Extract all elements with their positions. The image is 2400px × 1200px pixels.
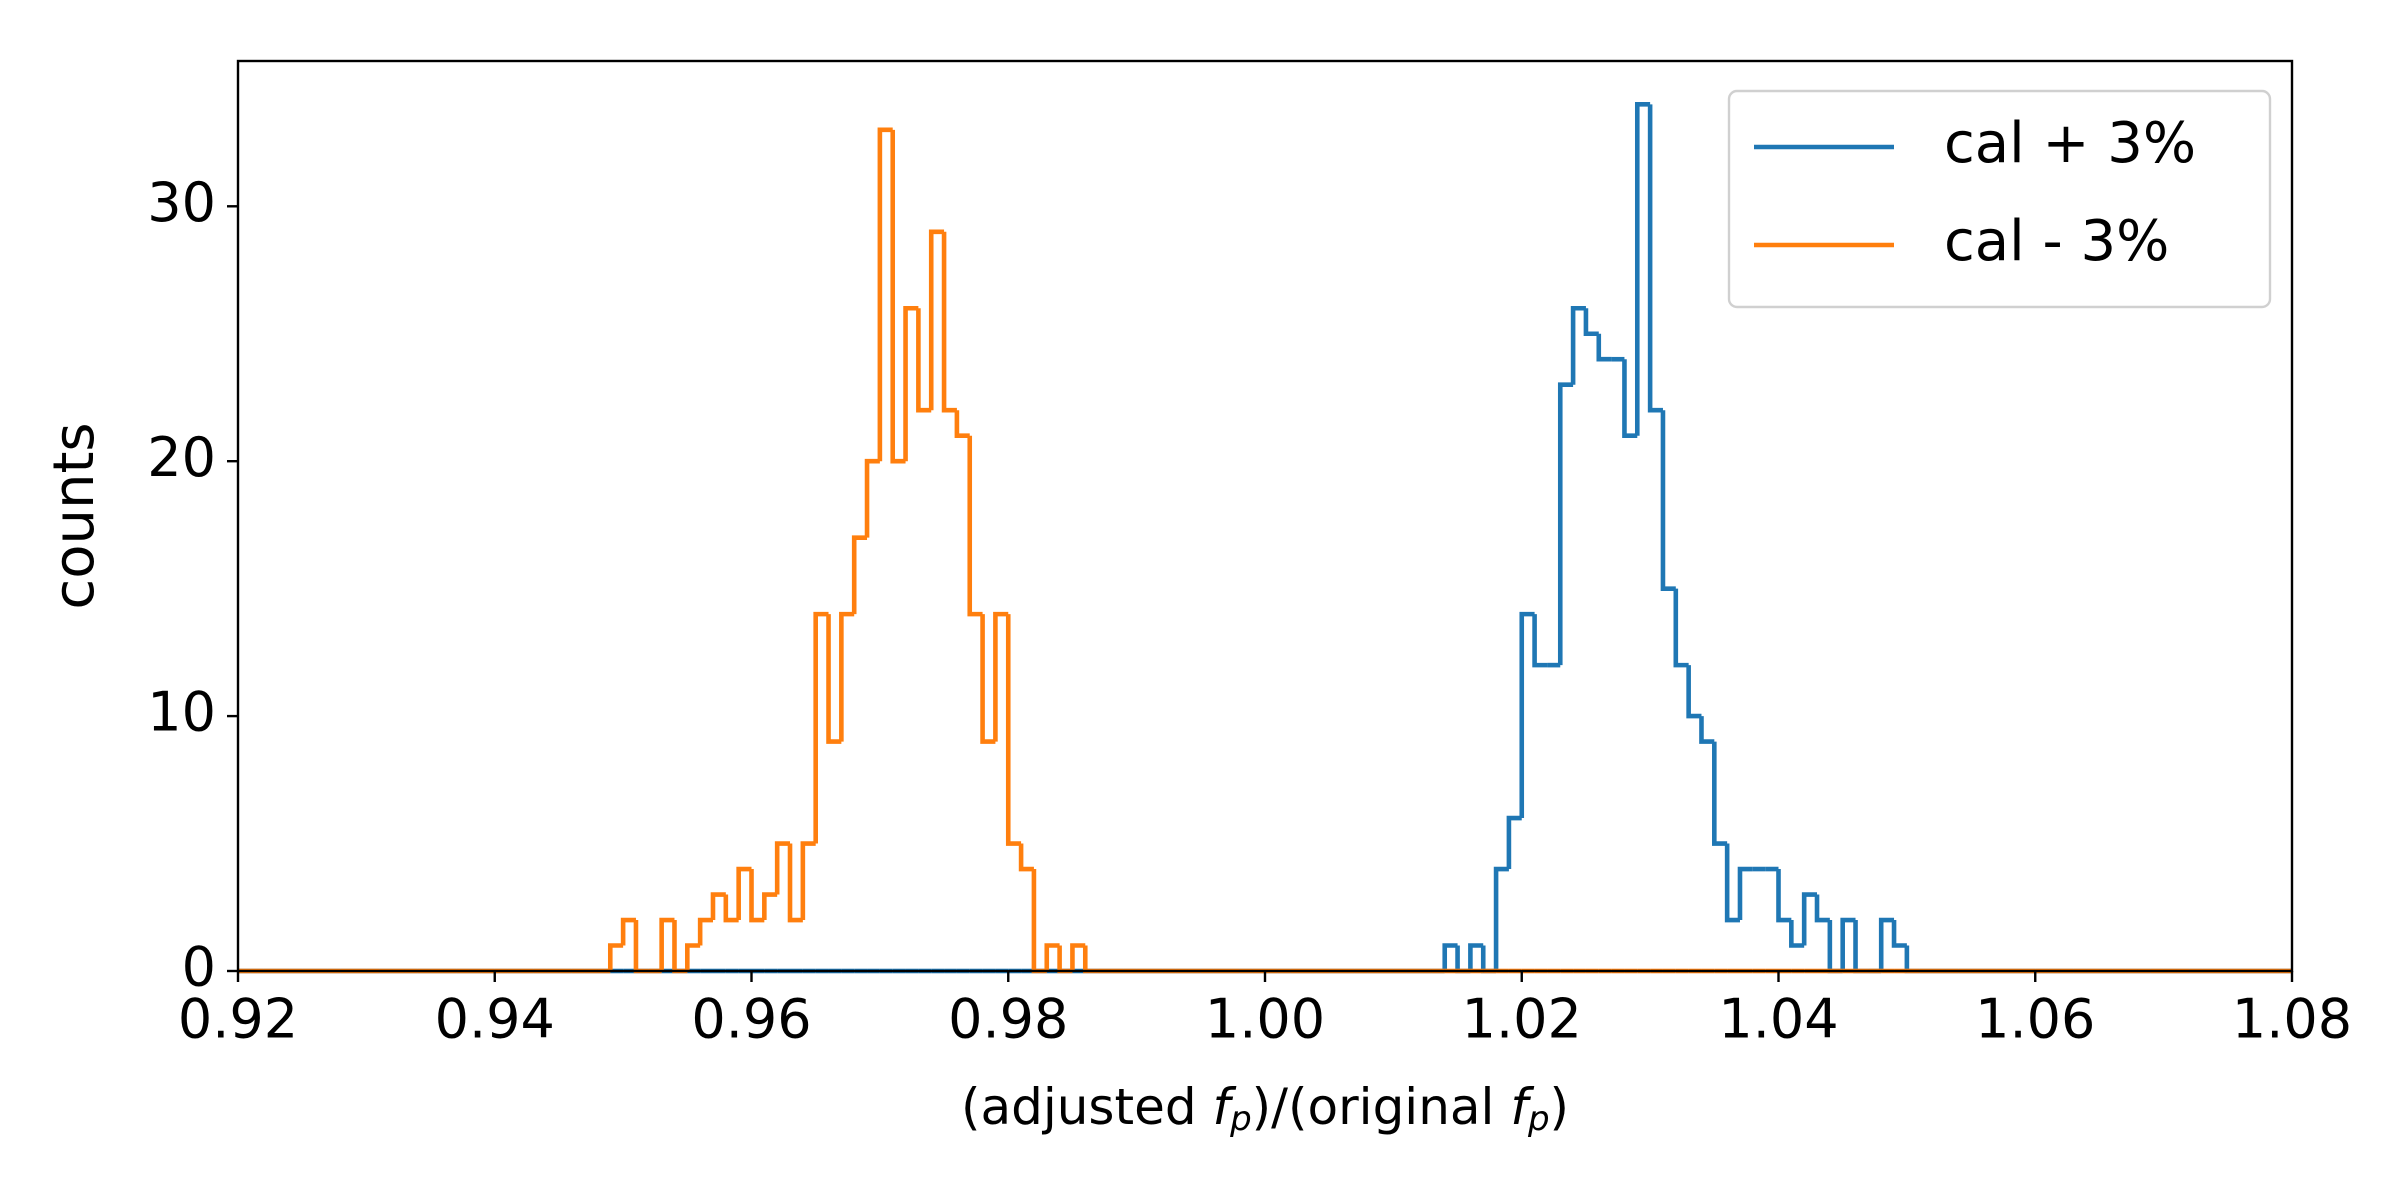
histogram-step — [890, 129, 906, 464]
x-tick-label: 1.00 — [1205, 988, 1325, 1051]
histogram-step — [1557, 382, 1574, 666]
histogram-step — [826, 614, 842, 744]
histogram-step — [1686, 665, 1702, 719]
histogram-step — [774, 841, 791, 895]
histogram-step — [800, 841, 816, 921]
x-tick-label: 0.96 — [691, 988, 811, 1051]
histogram-step — [1622, 359, 1638, 439]
y-tick-label: 10 — [147, 681, 216, 744]
histogram-step — [1699, 716, 1715, 744]
histogram-step — [851, 535, 868, 615]
histogram-step — [980, 614, 996, 744]
histogram-step — [1005, 614, 1022, 846]
histogram-step — [1506, 815, 1522, 870]
histogram-step — [903, 305, 919, 462]
histogram-step — [685, 943, 701, 971]
histogram-step — [1789, 920, 1805, 948]
histogram-step — [1519, 611, 1535, 819]
histogram-step — [787, 843, 803, 923]
histogram-step — [659, 917, 675, 971]
histogram-step — [1532, 614, 1548, 668]
histogram-step — [1468, 943, 1484, 971]
histogram-step — [839, 611, 855, 742]
histogram-step — [967, 435, 983, 617]
histogram-step — [710, 892, 726, 921]
histogram-step — [1904, 945, 1920, 974]
histogram-step — [1493, 866, 1509, 971]
histogram-step — [736, 866, 752, 921]
x-label-part: p — [1229, 1099, 1252, 1139]
histogram-step — [1583, 308, 1599, 337]
histogram-step — [1891, 920, 1907, 948]
histogram-step — [1044, 943, 1060, 971]
x-tick-label: 0.98 — [948, 988, 1068, 1051]
histogram-step — [607, 943, 624, 971]
histogram-step — [1724, 843, 1740, 923]
histogram-step — [697, 917, 713, 946]
x-label-part: )/(original — [1252, 1078, 1511, 1136]
histogram-step — [813, 611, 829, 844]
y-tick-label: 30 — [147, 171, 216, 234]
y-axis-label: counts — [42, 422, 107, 609]
histogram-step — [1737, 866, 1753, 921]
histogram-step — [1596, 333, 1612, 362]
x-label-part: p — [1527, 1099, 1550, 1139]
histogram-step — [1840, 917, 1856, 971]
x-tick-label: 1.06 — [1975, 988, 2095, 1051]
histogram-step — [993, 611, 1009, 742]
x-tick-label: 1.02 — [1462, 988, 1582, 1051]
y-tick-label: 0 — [182, 936, 216, 999]
histogram-step — [877, 127, 893, 462]
legend-label: cal + 3% — [1944, 111, 2196, 176]
histogram-step — [633, 920, 649, 974]
histogram-step — [1442, 943, 1458, 971]
histogram-step — [1570, 305, 1586, 385]
histogram-step — [928, 229, 945, 411]
histogram-step — [1660, 410, 1676, 591]
histogram-step — [1878, 917, 1895, 971]
y-tick-label: 20 — [147, 426, 216, 489]
histogram-step — [1814, 894, 1830, 923]
histogram-step — [1018, 843, 1034, 872]
histogram-step — [1647, 104, 1663, 413]
x-axis-label: (adjusted fp)/(original fp) — [961, 1078, 1569, 1139]
x-tick-label: 0.94 — [435, 988, 555, 1051]
histogram-step — [1853, 920, 1869, 974]
histogram-step — [1712, 741, 1728, 846]
histogram-step — [762, 892, 778, 921]
histogram-step — [941, 231, 957, 413]
histogram-step — [1801, 892, 1818, 946]
histogram-step — [620, 917, 636, 946]
x-label-part: ) — [1550, 1078, 1570, 1136]
x-tick-label: 1.08 — [2232, 988, 2352, 1051]
histogram-step — [954, 410, 970, 439]
histogram-step — [864, 458, 880, 538]
x-label-part: (adjusted — [961, 1078, 1213, 1136]
x-tick-label: 0.92 — [178, 988, 298, 1051]
histogram-step — [749, 869, 765, 923]
histogram-step — [1673, 588, 1689, 668]
histogram-step — [1082, 945, 1099, 974]
histogram-step — [916, 308, 932, 413]
histogram-step — [1776, 869, 1792, 923]
histogram-step — [1070, 943, 1086, 971]
histogram-step — [723, 894, 739, 923]
histogram-step — [1634, 102, 1651, 436]
legend-label: cal - 3% — [1944, 209, 2169, 274]
x-tick-label: 1.04 — [1718, 988, 1838, 1051]
